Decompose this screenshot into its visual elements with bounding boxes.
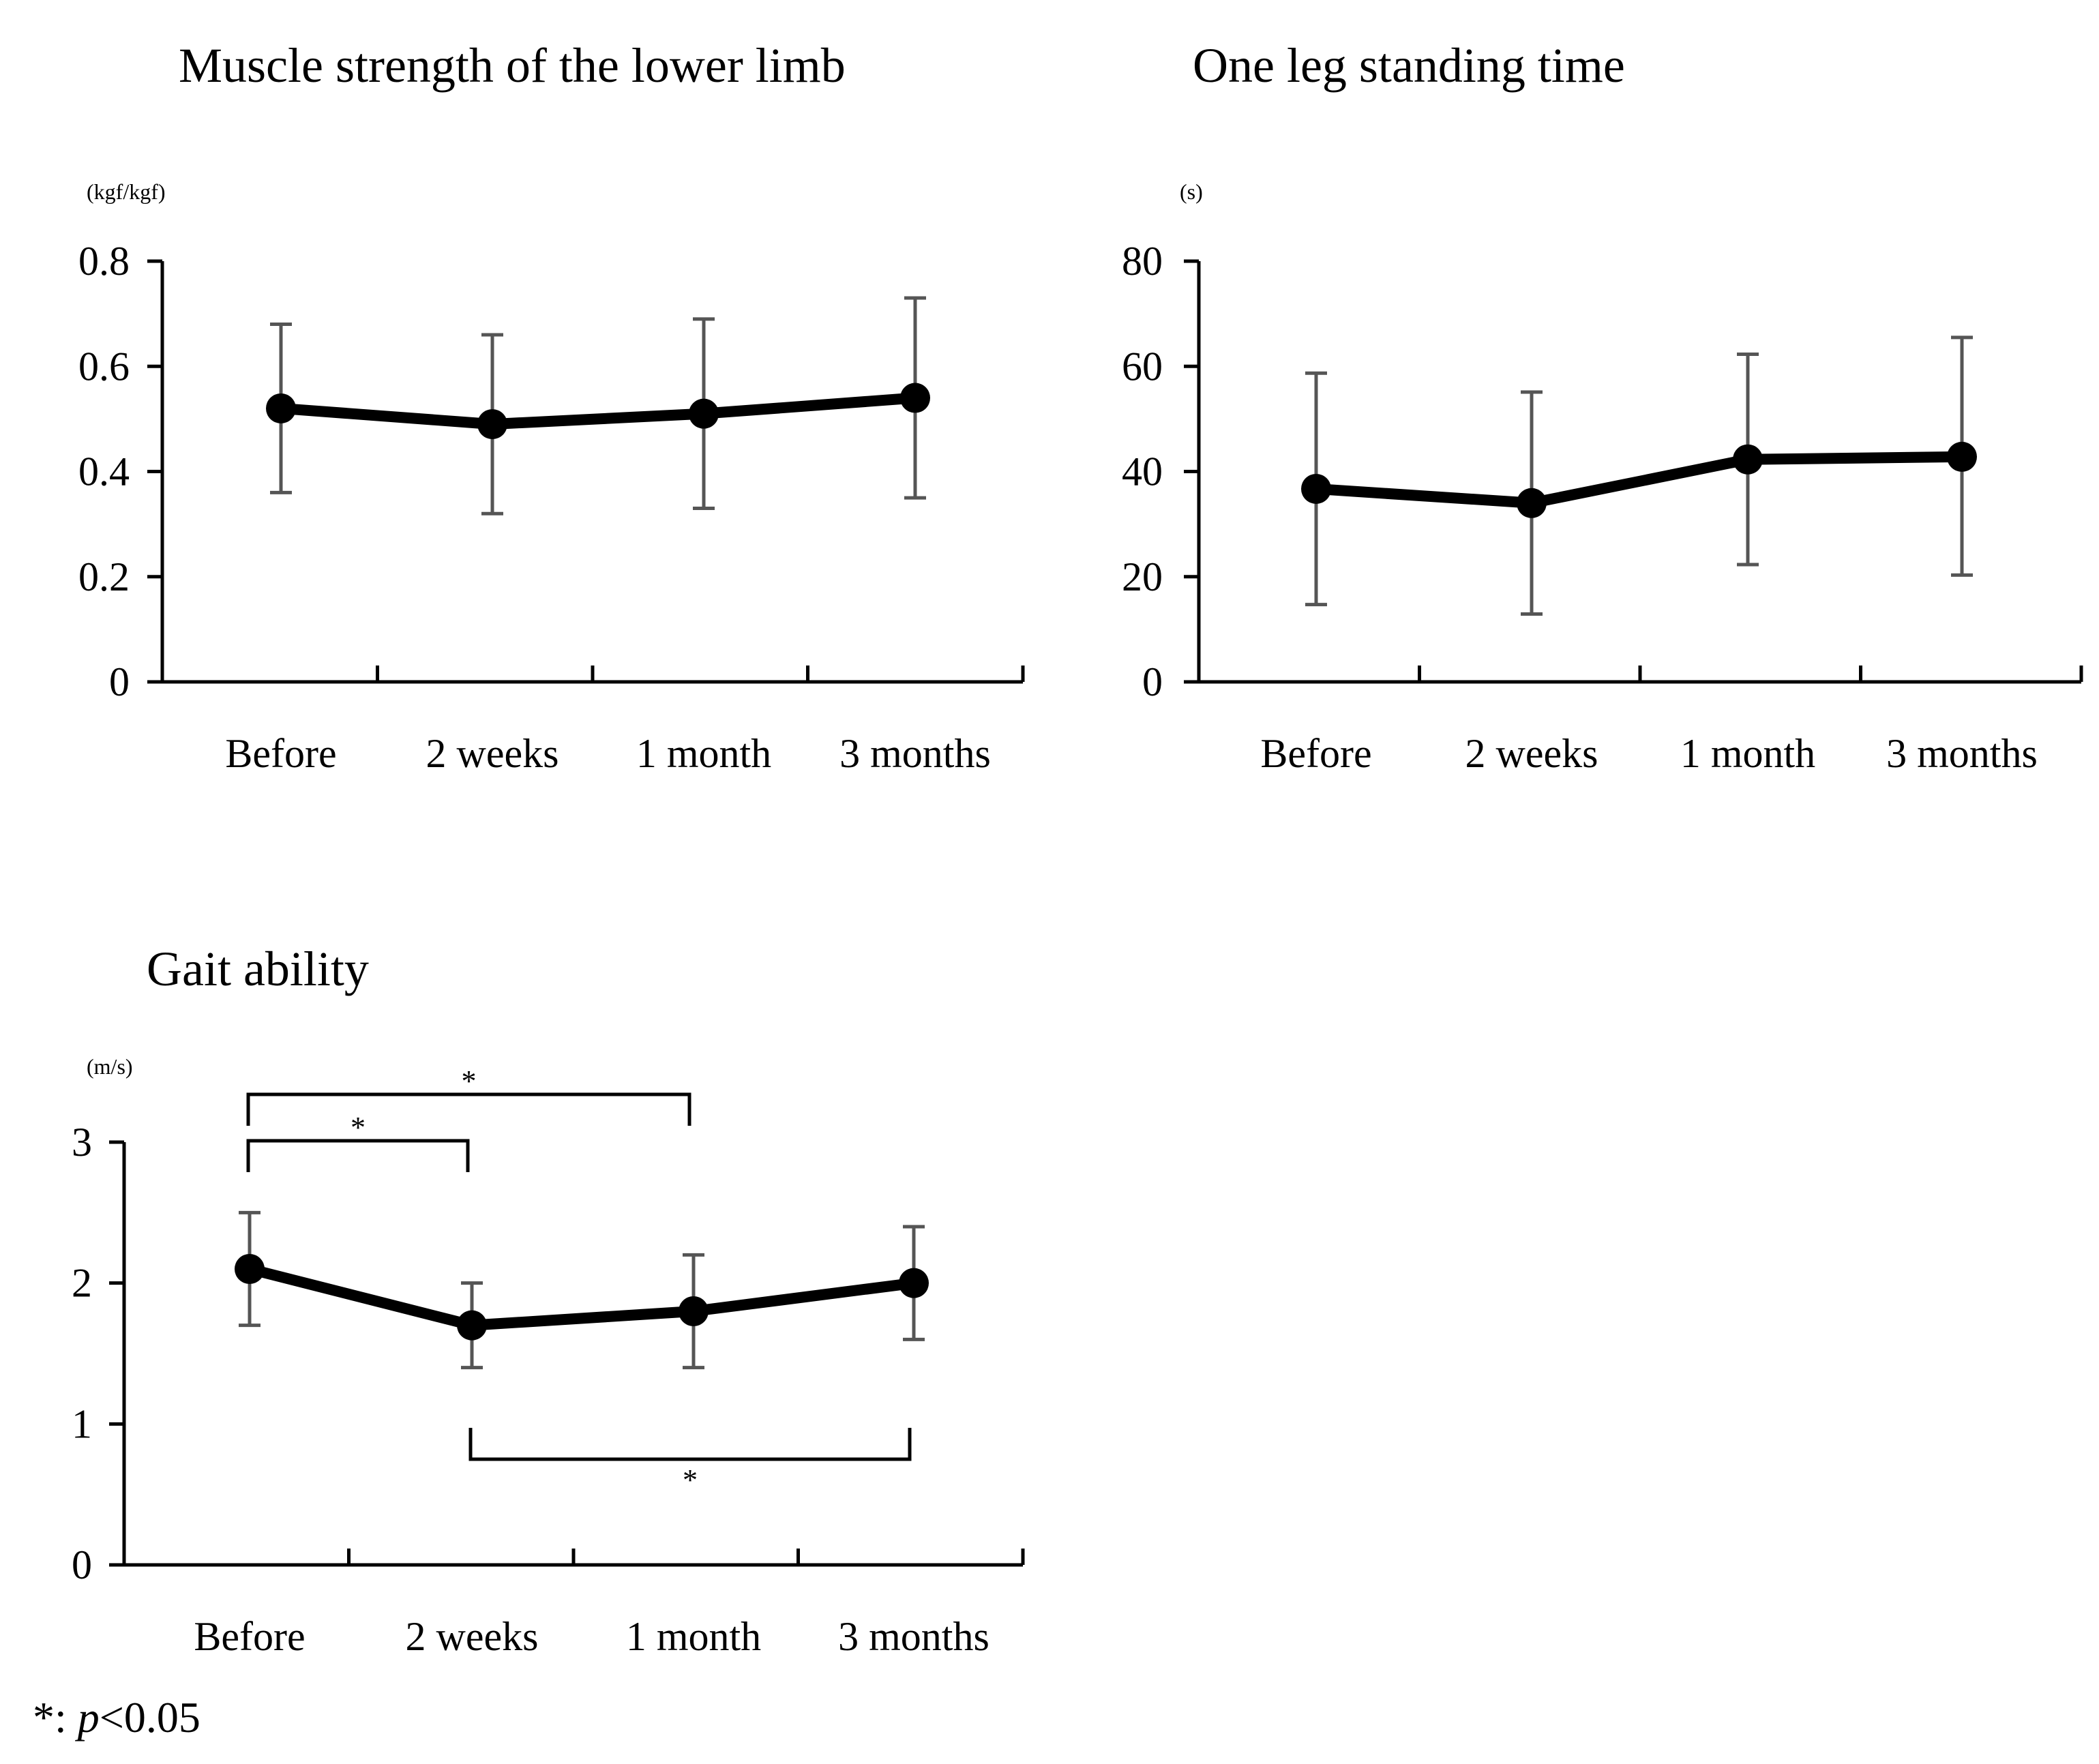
x-tick-label: 2 weeks	[1465, 731, 1598, 776]
significance-bracket	[468, 1428, 912, 1461]
y-tick-label: 40	[1122, 449, 1163, 494]
data-point	[900, 383, 930, 413]
series-line	[280, 392, 916, 430]
chart-title: Muscle strength of the lower limb	[179, 38, 846, 93]
footnote-threshold: <0.05	[100, 1693, 200, 1741]
x-tick-label: 3 months	[839, 731, 991, 776]
y-tick-label: 20	[1122, 554, 1163, 599]
data-point	[1733, 444, 1763, 475]
significance-footnote: *: p<0.05	[33, 1693, 200, 1741]
y-tick-label: 0.6	[78, 344, 130, 389]
x-tick-label: Before	[194, 1614, 305, 1659]
x-tick-label: 1 month	[1680, 731, 1815, 776]
data-point	[679, 1296, 709, 1326]
data-point	[1517, 488, 1547, 518]
x-tick-label: 2 weeks	[406, 1614, 539, 1659]
y-unit-label: (m/s)	[87, 1054, 133, 1079]
data-point	[235, 1254, 265, 1284]
x-tick-label: Before	[225, 731, 336, 776]
x-tick-label: 3 months	[838, 1614, 989, 1659]
y-tick-label: 0.4	[78, 449, 130, 494]
data-point	[899, 1268, 929, 1298]
y-tick-label: 3	[72, 1120, 92, 1165]
data-point	[1947, 441, 1977, 472]
y-tick-label: 0	[72, 1542, 92, 1587]
footnote-star: *	[33, 1693, 55, 1741]
x-tick-label: 1 month	[626, 1614, 761, 1659]
data-point	[266, 393, 296, 423]
significance-bracket	[246, 1092, 691, 1126]
y-tick-label: 2	[72, 1261, 92, 1306]
y-tick-label: 0	[1142, 659, 1163, 704]
y-tick-label: 1	[72, 1401, 92, 1446]
data-point	[477, 409, 507, 440]
y-unit-label: (kgf/kgf)	[87, 179, 166, 204]
significance-bracket	[246, 1139, 470, 1172]
chart-title: One leg standing time	[1193, 38, 1625, 93]
y-tick-label: 60	[1122, 344, 1163, 389]
chart-gait-ability: Gait ability (m/s) 0 1 2 3 Before 2 weeks 1 mo…	[72, 942, 1025, 1659]
significance-star: *	[683, 1463, 698, 1497]
data-point	[1301, 473, 1331, 504]
chart-title: Gait ability	[147, 942, 369, 996]
y-tick-label: 0.2	[78, 554, 130, 599]
y-tick-label: 0	[109, 659, 130, 704]
x-tick-label: Before	[1260, 731, 1371, 776]
chart-one-leg-standing: One leg standing time (s) 0 20 40 60 80 Befor…	[1122, 38, 2083, 776]
chart-muscle-strength: Muscle strength of the lower limb (kgf/k…	[78, 38, 1025, 776]
x-tick-label: 2 weeks	[426, 731, 559, 776]
x-tick-label: 1 month	[636, 731, 771, 776]
series-line	[248, 1264, 915, 1331]
y-tick-label: 80	[1122, 239, 1163, 284]
footnote-p: p	[75, 1693, 100, 1741]
data-point	[689, 398, 719, 429]
series-line	[1315, 451, 1963, 509]
y-unit-label: (s)	[1180, 179, 1203, 204]
data-point	[457, 1310, 487, 1341]
significance-star: *	[462, 1064, 477, 1098]
x-tick-label: 3 months	[1886, 731, 2038, 776]
significance-star: *	[351, 1111, 366, 1144]
y-tick-label: 0.8	[78, 239, 130, 284]
footnote-colon: :	[55, 1693, 78, 1741]
